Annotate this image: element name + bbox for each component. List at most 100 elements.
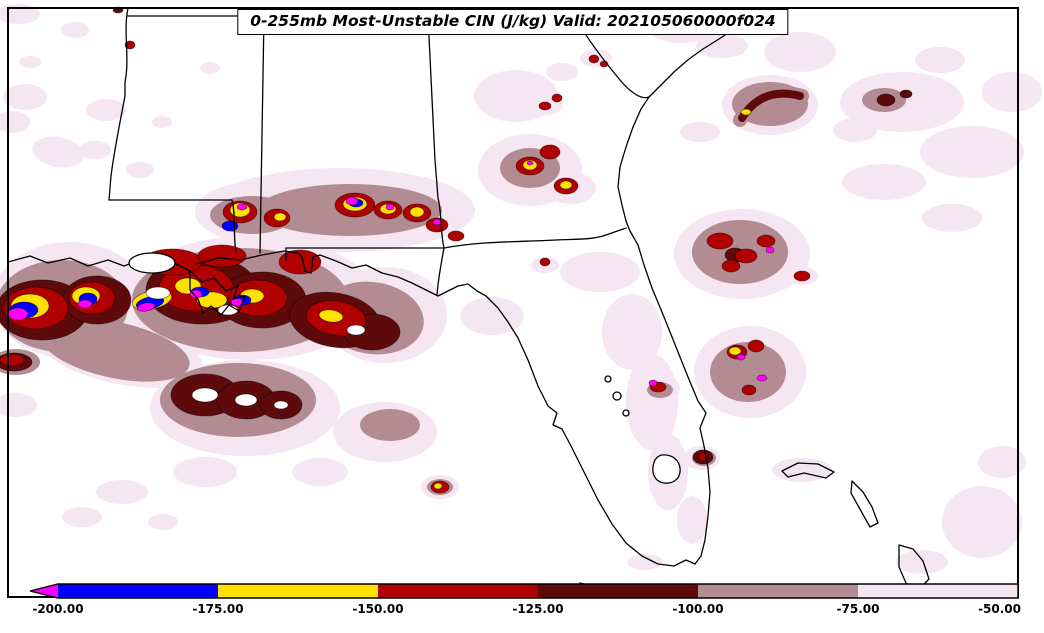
contour-patch [278,249,322,275]
contour-patch [0,4,40,24]
contour-patch [920,126,1024,178]
state-border-al-ga [427,15,445,249]
bahamas-island-eleuthera [850,480,879,528]
colorbar: -200.00 -175.00 -150.00 -125.00 -100.00 -75.0… [29,583,1021,616]
contour-hole [234,393,258,407]
state-border-ga-fl [443,227,627,249]
lake-central-florida [604,375,612,383]
contour-patch [126,162,154,178]
contour-hole [273,400,289,410]
contour-patch [236,203,248,211]
state-border-al-fl [285,247,445,262]
coastline-gulf-atlantic [195,7,768,567]
contour-patch [560,252,640,292]
contour-patch [197,244,247,268]
contour-patch [86,99,126,121]
contour-patch [539,144,561,160]
contour-hole [145,286,171,300]
title-box: 0-255mb Most-Unstable CIN (J/kg) Valid: … [237,9,789,35]
lake-okeechobee [652,454,681,484]
colorbar-tick-label: -200.00 [32,602,83,616]
contour-patch [19,56,41,68]
colorbar-tick-label: -175.00 [192,602,243,616]
contour-patch [765,246,775,254]
contour-patch [627,554,663,570]
contour-patch [922,204,982,232]
map-title: 0-255mb Most-Unstable CIN (J/kg) Valid: … [250,12,776,30]
contour-patch [433,482,443,490]
colorbar-tick-label: -100.00 [672,602,723,616]
contour-patch [273,212,287,222]
contour-patch [602,294,662,370]
contour-patch [978,446,1026,478]
contour-patch [526,160,534,166]
contour-patch [942,486,1022,558]
contour-patch [61,22,89,38]
contour-patch [152,116,172,128]
colorbar-segment [538,584,698,598]
river-apalachicola [436,247,445,296]
contour-patch [3,84,47,110]
contour-patch [62,507,102,527]
colorbar-tick-label: -150.00 [352,602,403,616]
contour-patch [173,457,237,487]
colorbar-segment [218,584,378,598]
mississippi-delta [189,270,246,316]
contour-patch [32,136,84,168]
colorbar-tick-label: -50.00 [978,602,1021,616]
colorbar-segment [58,584,218,598]
contour-patch [124,40,136,50]
contour-patch [77,299,93,309]
contour-patch [728,346,742,356]
contour-patch [706,232,734,250]
river-mississippi [108,7,129,201]
contour-patch [345,196,359,206]
contour-patch [40,318,190,382]
contour-patch [0,393,37,417]
river-pearl [231,199,237,253]
contour-patch [982,72,1042,112]
contour-patch [680,122,720,142]
lake-pontchartrain [128,252,176,274]
colorbar-tick-label: -75.00 [837,602,880,616]
contour-patch [696,34,748,58]
state-border-ms-al [259,15,265,254]
contour-patch [747,339,765,353]
contour-patch [896,550,948,574]
contour-patch [221,220,239,232]
contour-patch [648,379,658,387]
contour-patch [842,164,926,200]
lake-central-florida [612,391,622,401]
contour-patch [148,514,178,530]
contour-patch [741,384,757,396]
colorbar-segment [858,584,1018,598]
contour-patch [539,257,551,267]
contour-patch [7,307,29,321]
contour-patch [876,93,896,107]
contour-patch [710,342,786,402]
colorbar-segment [378,584,538,598]
contour-patch [833,118,877,142]
contour-patch [409,206,425,218]
colorbar-tick-label: -125.00 [512,602,563,616]
contour-patch [756,374,768,382]
bahamas-island-grand-bahama [781,462,835,479]
contour-patch [460,297,524,335]
contour-patch [0,353,25,367]
contour-patch [360,409,420,441]
contour-hole [191,387,219,403]
contour-patch [432,218,442,226]
contour-patch [677,496,707,544]
contour-patch [756,234,776,248]
contour-patch [551,93,563,103]
contour-patch [734,248,758,264]
contour-patch [136,302,156,312]
contour-patch [915,47,965,73]
contour-patch [736,353,746,361]
contour-patch [79,141,111,159]
contour-patch [96,480,148,504]
colorbar-segment [698,584,858,598]
lake-central-florida [622,409,630,417]
